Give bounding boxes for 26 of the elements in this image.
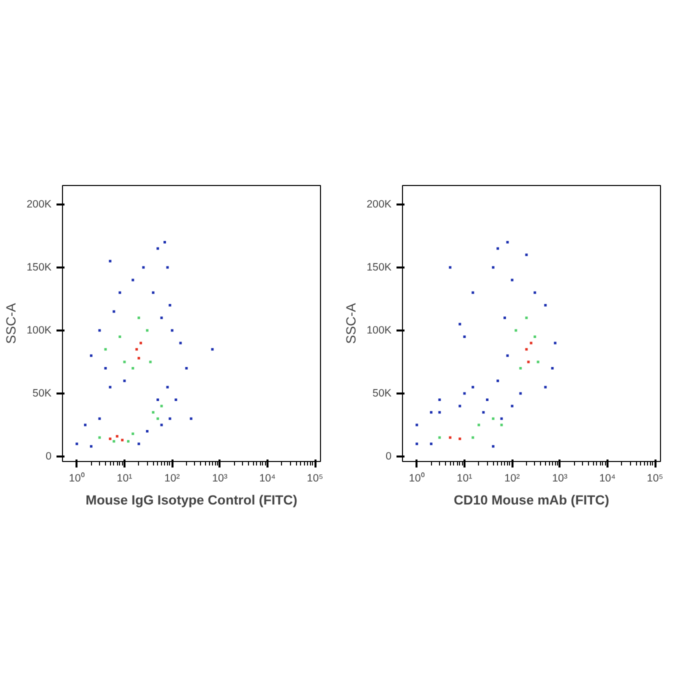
y-axis-title: SSC-A [4, 303, 19, 344]
x-tick-label: 10¹ [456, 472, 473, 484]
x-tick-label: 10⁰ [408, 472, 425, 484]
y-tick-label: 200K [366, 198, 392, 210]
y-axis-title: SSC-A [344, 303, 359, 344]
x-axis-title: CD10 Mouse mAb (FITC) [454, 492, 610, 508]
x-tick-label: 10⁰ [68, 472, 85, 484]
x-tick-label: 10⁵ [646, 472, 664, 484]
y-tick-label: 150K [26, 261, 52, 274]
x-tick-label: 10⁴ [259, 472, 276, 484]
x-tick-label: 10⁴ [599, 472, 616, 484]
y-tick-label: 50K [32, 387, 52, 400]
y-tick-label: 0 [46, 450, 52, 462]
x-tick-label: 10³ [212, 472, 228, 484]
x-tick-label: 10³ [552, 472, 568, 484]
y-tick-label: 200K [26, 198, 52, 210]
y-tick-label: 100K [26, 324, 52, 336]
x-tick-label: 10² [504, 472, 520, 484]
x-tick-label: 10¹ [116, 472, 133, 484]
y-tick-label: 150K [366, 261, 392, 274]
x-axis-title: Mouse IgG Isotype Control (FITC) [86, 492, 298, 508]
x-tick-label: 10⁵ [306, 472, 324, 484]
y-tick-label: 0 [386, 450, 392, 462]
x-tick-label: 10² [164, 472, 180, 484]
y-tick-label: 100K [366, 324, 392, 336]
y-tick-label: 50K [372, 387, 392, 400]
